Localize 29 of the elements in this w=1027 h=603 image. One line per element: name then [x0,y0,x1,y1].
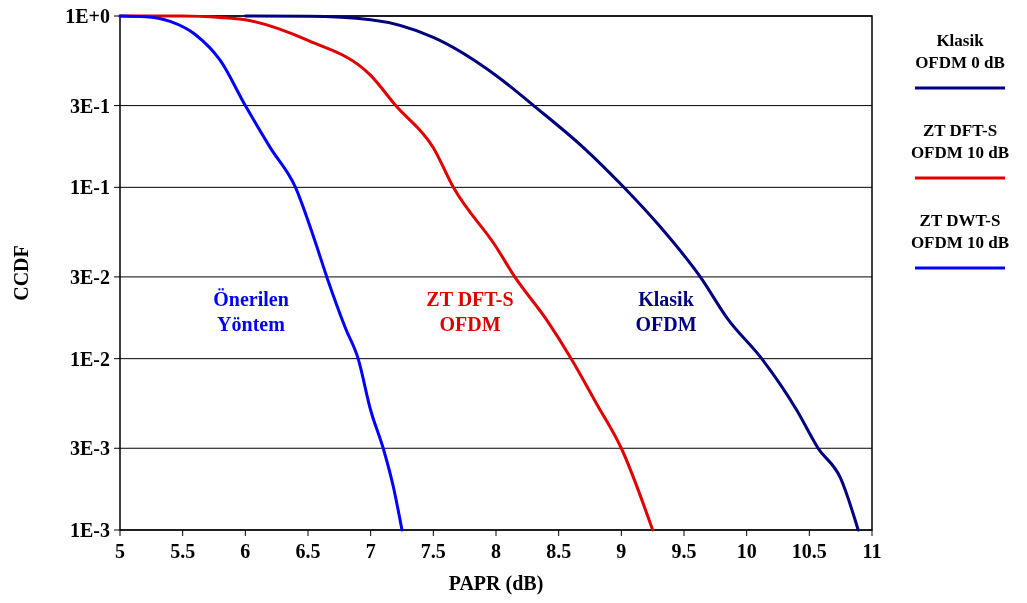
line-series [118,14,404,532]
x-tick-label: 5.5 [170,540,196,562]
x-tick-label: 10.5 [791,540,827,562]
x-tick-label: 6 [240,540,251,562]
x-tick-label: 7.5 [420,540,446,562]
x-tick-label: 7 [365,540,376,562]
y-tick-label: 3E-2 [70,265,110,288]
x-tick-label: 5 [115,540,125,562]
y-tick-label: 3E-1 [70,94,110,117]
text: ZT DFT-S OFDM 10 dB [910,121,1010,162]
y-tick-label: 3E-3 [70,437,110,460]
annotation: ZT DFT-S OFDM [426,288,514,335]
y-tick-label: 1E-3 [70,519,110,541]
y-tick-label: 1E-2 [70,347,110,370]
annotation: Klasik OFDM [635,288,697,335]
x-axis-title: PAPR (dB) [448,572,544,595]
x-tick-label: 10 [736,540,757,562]
annotation: Önerilen Yöntem [213,288,289,335]
x-tick-label: 6.5 [295,540,321,562]
x-tick-label: 9.5 [671,540,697,562]
text: Klasik OFDM 0 dB [915,31,1005,72]
y-tick-label: 1E+0 [65,5,110,27]
x-tick-label: 8 [491,540,501,562]
text: ZT DWT-S OFDM 10 dB [910,211,1010,252]
x-tick-label: 11 [862,540,882,562]
y-axis-title: CCDF [10,245,32,301]
x-tick-label: 8.5 [546,540,572,562]
x-tick-label: 9 [616,540,627,562]
y-tick-label: 1E-1 [70,176,110,199]
